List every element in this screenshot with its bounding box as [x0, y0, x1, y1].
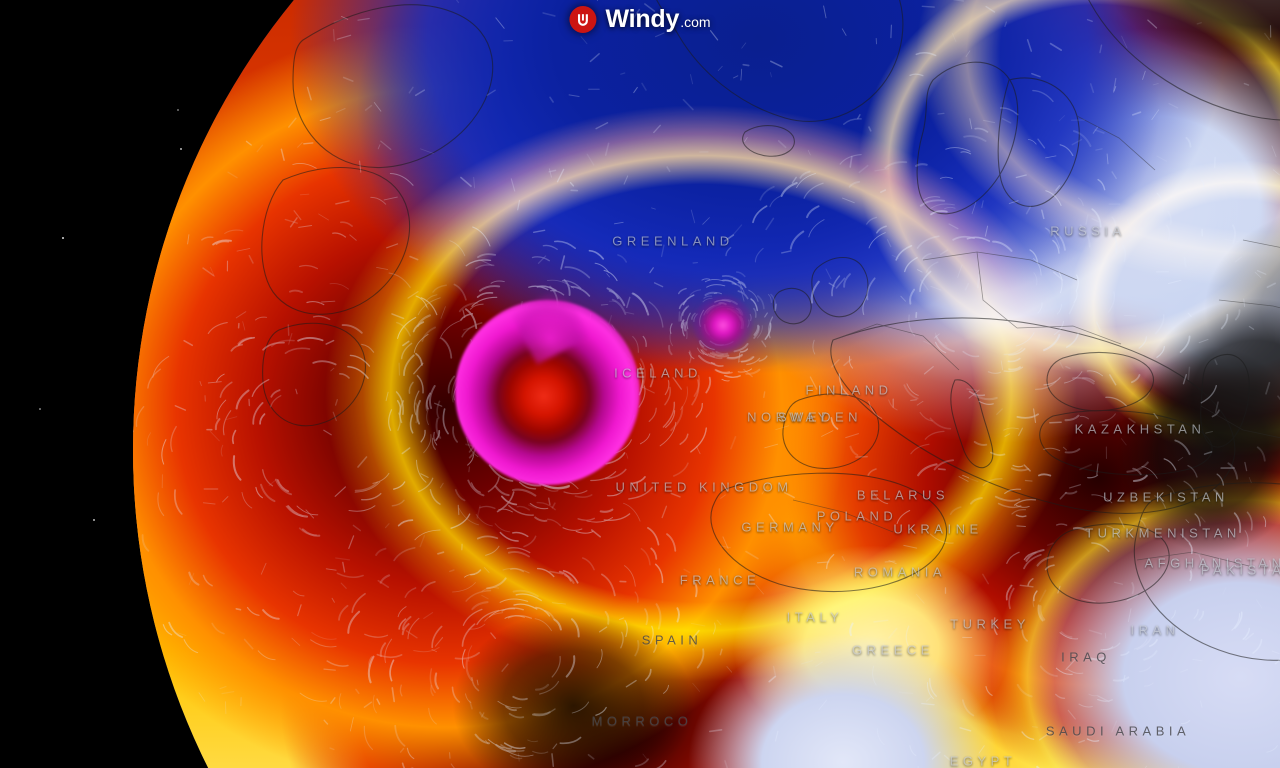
- globe-limb-shading: [133, 0, 1280, 768]
- windy-logo-mark-icon: [569, 6, 597, 33]
- brand-tld: .com: [680, 14, 711, 30]
- star: [62, 237, 64, 239]
- windy-logo-text: Windy .com: [605, 7, 710, 32]
- brand-word: Windy: [605, 5, 680, 33]
- star: [39, 408, 41, 410]
- star: [93, 519, 95, 521]
- windy-logo[interactable]: Windy .com: [563, 4, 716, 35]
- earth-globe[interactable]: [133, 0, 1280, 768]
